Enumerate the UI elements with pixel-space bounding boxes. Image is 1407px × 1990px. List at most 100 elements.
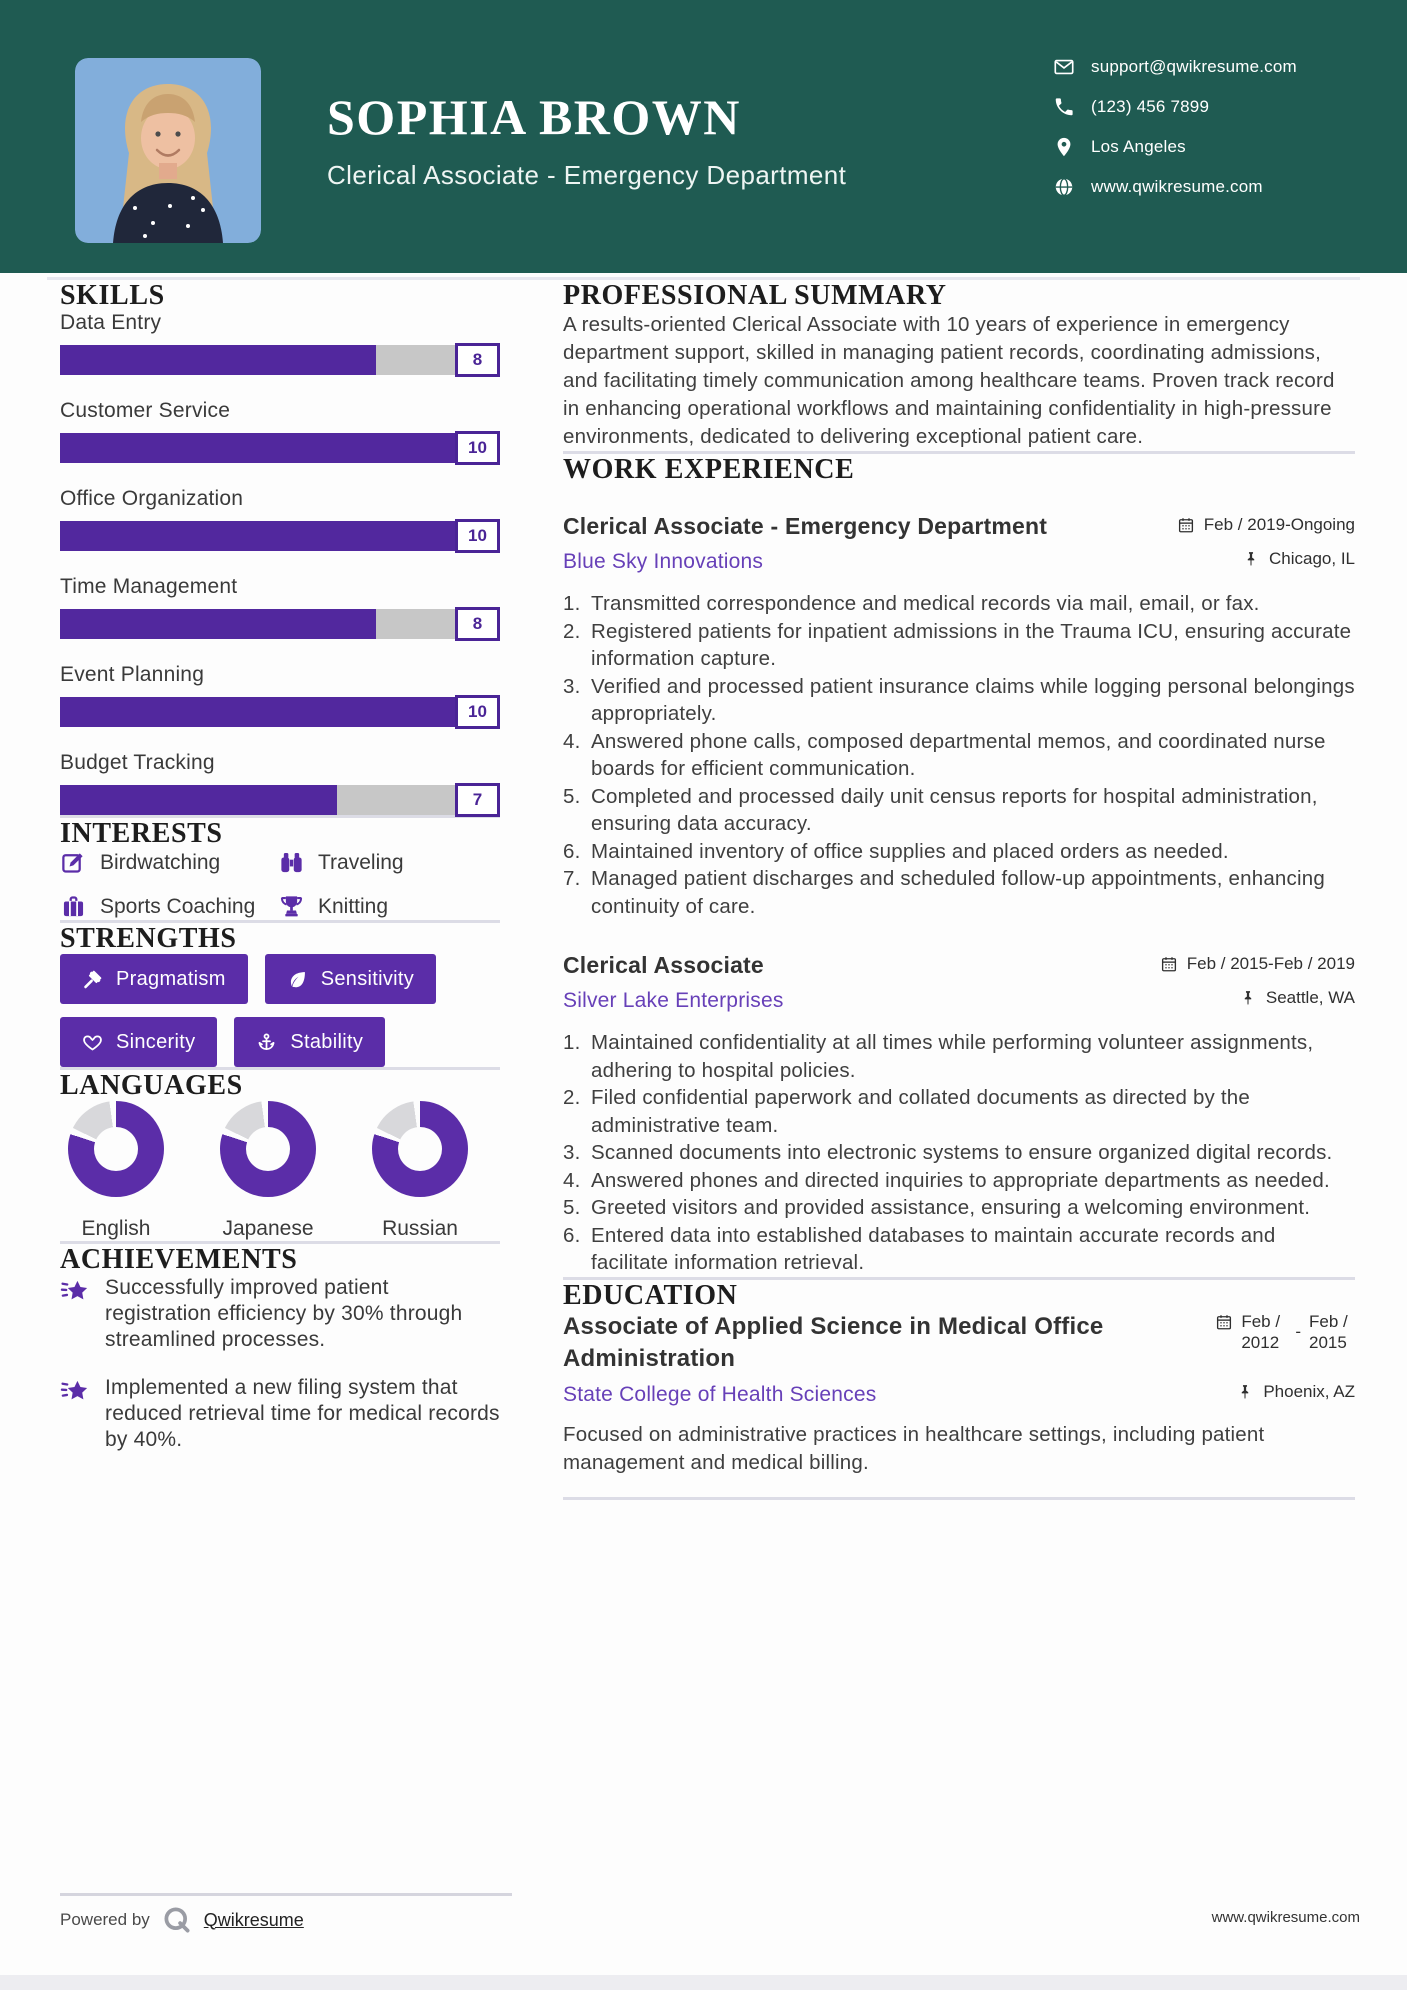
skill-bar-fill [60,521,455,551]
strength-label: Pragmatism [116,967,226,990]
education-date-separator: - [1295,1321,1301,1341]
skill-bar: 8 [60,607,500,641]
education-date-start: Feb / 2012 [1241,1311,1281,1352]
footer-website[interactable]: www.qwikresume.com [1211,1909,1360,1926]
degree-title: Associate of Applied Science in Medical … [563,1312,1104,1372]
qwikresume-link[interactable]: Qwikresume [203,1909,304,1930]
pushpin-icon [1247,552,1255,567]
job-bullet: Answered phone calls, composed departmen… [563,728,1326,781]
interest-item: Birdwatching [60,849,278,876]
interests-section: INTERESTS Birdwatching Traveling Sports … [60,818,500,923]
gavel-icon [84,970,102,988]
job-bullet: Entered data into established databases … [563,1222,1276,1275]
skill-bar: 8 [60,343,500,377]
skill-row: Budget Tracking 7 [60,751,500,817]
section-divider [60,1241,500,1244]
qwikresume-logo-icon [162,1905,192,1935]
job-location: Chicago, IL [1242,549,1355,569]
skill-bar: 10 [60,431,500,465]
shooting-star-icon [60,1380,88,1400]
person-title: Clerical Associate - Emergency Departmen… [327,160,847,190]
job-location: Seattle, WA [1239,988,1355,1008]
calendar-icon [1217,1314,1232,1329]
skill-value-badge: 10 [455,431,500,465]
achievement-item: Successfully improved patient registrati… [60,1275,500,1353]
strengths-heading: STRENGTHS [60,923,237,954]
leaf-icon [290,971,305,987]
strength-label: Sensitivity [320,967,415,990]
pushpin-icon [1242,1384,1249,1399]
skill-bar-fill [60,433,455,463]
job-entry: Clerical Associate Feb / 2015-Feb / 2019… [563,950,1355,1277]
job-date-text: Feb / 2015-Feb / 2019 [1186,954,1355,973]
skill-row: Time Management 8 [60,575,500,641]
interest-label: Birdwatching [100,850,221,874]
job-bullet: Verified and processed patient insurance… [563,673,1355,726]
company-link[interactable]: Silver Lake Enterprises [563,989,784,1012]
interest-item: Sports Coaching [60,893,278,920]
contact-email-text: support@qwikresume.com [1091,57,1297,76]
achievements-heading: ACHIEVEMENTS [60,1244,298,1275]
page-footer: Powered by Qwikresume www.qwikresume.com [60,1893,1360,1935]
school-link[interactable]: State College of Health Sciences [563,1382,877,1406]
job-bullet: Answered phones and directed inquiries t… [563,1167,1330,1194]
education-location-text: Phoenix, AZ [1263,1381,1355,1401]
job-date-text: Feb / 2019-Ongoing [1203,515,1355,534]
skill-label: Data Entry [60,311,162,334]
strength-chip: Stability [234,1017,386,1067]
contact-website[interactable]: www.qwikresume.com [1053,176,1297,198]
skill-row: Office Organization 10 [60,487,500,553]
achievement-text: Implemented a new filing system that red… [105,1376,500,1451]
powered-by-block: Powered by Qwikresume [60,1893,512,1935]
summary-text: A results-oriented Clerical Associate wi… [563,313,1335,448]
education-date-end: Feb / 2015 [1309,1311,1348,1352]
language-item: English [68,1101,164,1241]
job-date: Feb / 2015-Feb / 2019 [1160,954,1355,974]
pushpin-icon [1244,991,1252,1006]
job-bullet: Transmitted correspondence and medical r… [563,590,1260,617]
skill-row: Event Planning 10 [60,663,500,729]
strength-label: Stability [290,1030,364,1053]
job-bullet: Registered patients for inpatient admiss… [563,618,1352,671]
contact-website-text: www.qwikresume.com [1091,177,1263,196]
job-bullet: Filed confidential paperwork and collate… [563,1084,1250,1137]
skill-bar: 10 [60,695,500,729]
company-link[interactable]: Blue Sky Innovations [563,550,764,573]
skill-value-badge: 10 [455,519,500,553]
strength-chip: Pragmatism [60,954,248,1004]
section-divider [563,1276,1355,1280]
language-label: Russian [382,1217,458,1240]
skill-bar-fill [60,697,455,727]
identity-block: SOPHIA BROWN Clerical Associate - Emerge… [327,92,846,191]
skill-label: Time Management [60,575,238,598]
job-bullet: Maintained inventory of office supplies … [563,838,1229,865]
globe-icon [1055,178,1073,196]
profile-photo [75,58,261,243]
summary-section: PROFESSIONAL SUMMARY A results-oriented … [563,280,1355,454]
job-location-text: Chicago, IL [1269,549,1355,568]
language-donut-chart [68,1101,164,1197]
contact-email[interactable]: support@qwikresume.com [1053,56,1297,78]
heart-icon [83,1034,102,1051]
skill-bar-fill [60,785,337,815]
contact-phone[interactable]: (123) 456 7899 [1053,96,1297,118]
email-icon [1054,59,1074,75]
header-band: SOPHIA BROWN Clerical Associate - Emerge… [0,0,1407,273]
binoculars-icon [281,852,302,873]
contact-location-text: Los Angeles [1091,137,1186,156]
job-location-text: Seattle, WA [1265,988,1355,1007]
education-description: Focused on administrative practices in h… [563,1422,1265,1474]
page-edge-strip [0,1975,1407,1990]
contact-list: support@qwikresume.com (123) 456 7899 Lo… [1053,56,1297,198]
summary-heading: PROFESSIONAL SUMMARY [563,280,947,311]
work-experience-section: WORK EXPERIENCE Clerical Associate - Eme… [563,454,1355,1280]
sidebar-column: SKILLS Data Entry 8 Customer Service 10 [60,280,500,1475]
languages-section: LANGUAGES English Japanese Russian [60,1070,500,1244]
section-divider [563,1497,1355,1500]
skill-bar: 10 [60,519,500,553]
section-divider [60,920,500,923]
interest-item: Knitting [278,893,500,920]
job-bullet: Scanned documents into electronic system… [563,1139,1333,1166]
phone-icon [1055,98,1073,116]
